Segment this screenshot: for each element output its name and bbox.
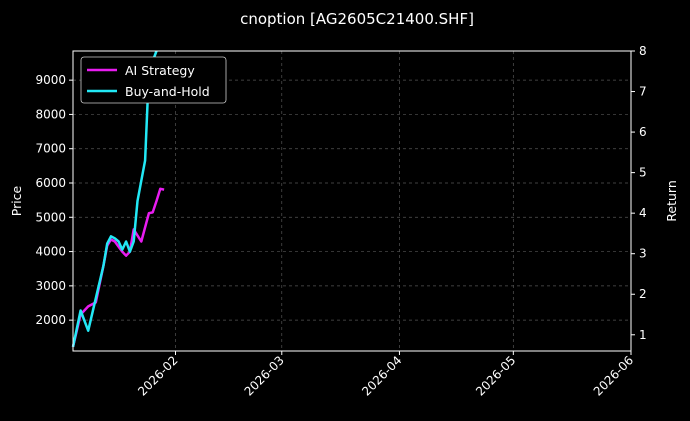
y-tick-label: 2000	[35, 313, 66, 327]
y-tick-label: 6000	[35, 176, 66, 190]
y2-tick-label: 3	[639, 247, 647, 261]
y2-tick-label: 2	[639, 287, 647, 301]
y-axis-label: Price	[9, 185, 24, 216]
y2-tick-label: 7	[639, 85, 647, 99]
legend-label-buy-and-hold: Buy-and-Hold	[125, 84, 210, 99]
y2-tick-label: 1	[639, 328, 647, 342]
y2-tick-label: 4	[639, 206, 647, 220]
legend: AI Strategy Buy-and-Hold	[80, 56, 227, 104]
y2-tick-label: 5	[639, 166, 647, 180]
left-axis-ticks: 2000 3000 4000 5000 6000 7000 8000 9000	[35, 73, 73, 327]
legend-box	[80, 56, 227, 104]
y-tick-label: 8000	[35, 107, 66, 121]
y-tick-label: 4000	[35, 245, 66, 259]
y-tick-label: 9000	[35, 73, 66, 87]
y2-tick-label: 6	[639, 125, 647, 139]
chart-title: cnoption [AG2605C21400.SHF]	[240, 10, 474, 28]
legend-label-ai-strategy: AI Strategy	[125, 63, 195, 78]
y2-axis-label: Return	[664, 180, 679, 221]
y-tick-label: 7000	[35, 142, 66, 156]
y-tick-label: 3000	[35, 279, 66, 293]
plot-frame	[72, 50, 632, 352]
series-lines	[71, 50, 165, 348]
y2-tick-label: 8	[639, 44, 647, 58]
y-tick-label: 5000	[35, 210, 66, 224]
series-line-buy-and-hold	[71, 50, 158, 348]
right-axis-ticks: 1 2 3 4 5 6 7 8	[631, 44, 647, 342]
